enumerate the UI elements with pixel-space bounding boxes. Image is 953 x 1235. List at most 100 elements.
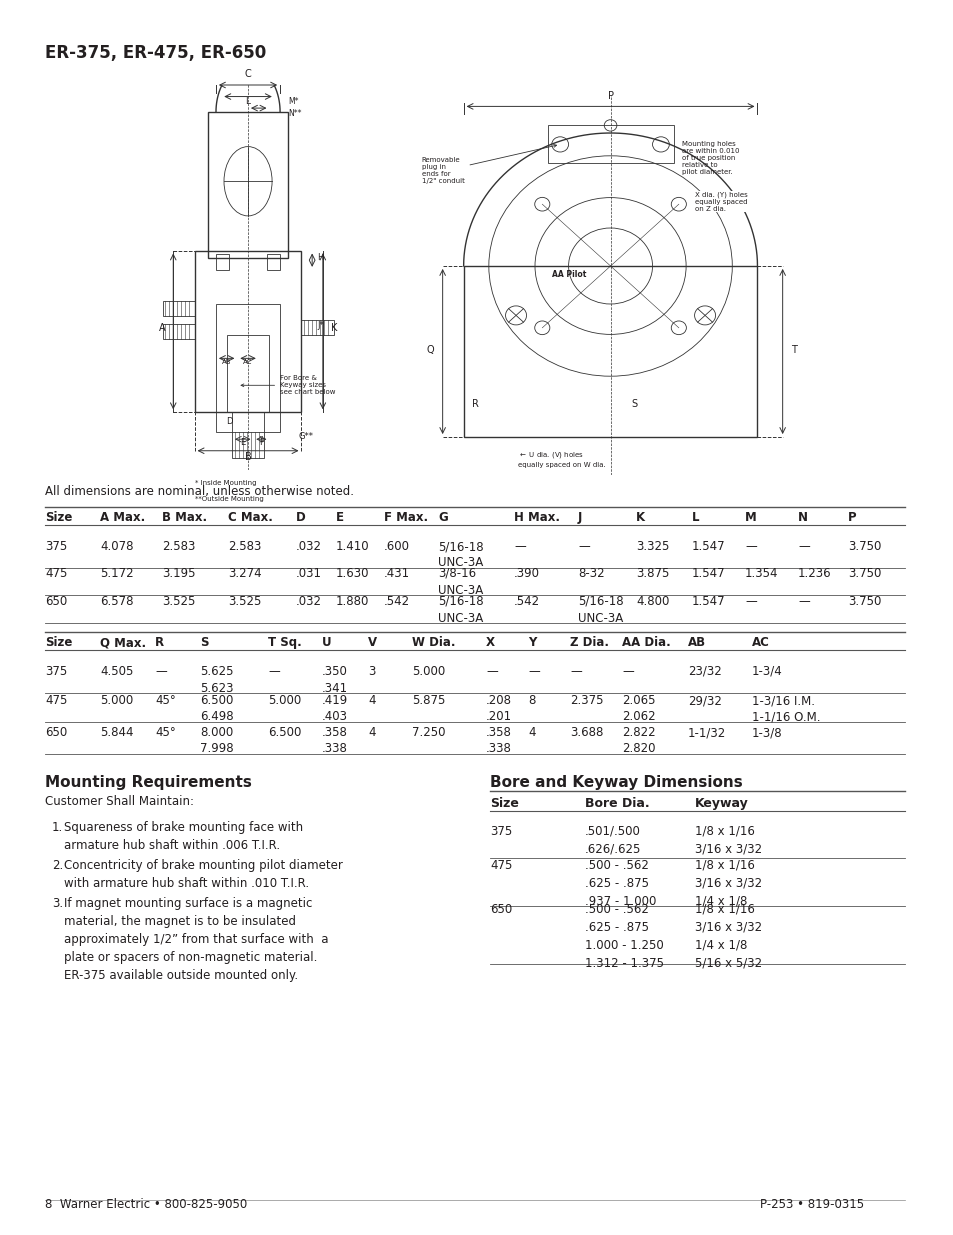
Text: Q Max.: Q Max.: [100, 636, 146, 650]
Text: 4.800: 4.800: [636, 595, 669, 608]
Text: E: E: [240, 438, 245, 447]
Text: R: R: [472, 399, 478, 409]
Bar: [194, 251, 301, 412]
Text: 1-3/16 I.M.
1-1/16 O.M.: 1-3/16 I.M. 1-1/16 O.M.: [751, 694, 820, 724]
Text: 650: 650: [45, 595, 67, 608]
Text: Removable
plug in
ends for
1/2" conduit: Removable plug in ends for 1/2" conduit: [421, 144, 556, 184]
Text: Z Dia.: Z Dia.: [569, 636, 608, 650]
Text: 1.547: 1.547: [691, 567, 725, 580]
Text: 650: 650: [45, 726, 67, 739]
Text: 3.525: 3.525: [228, 595, 261, 608]
Text: 1/8 x 1/16
3/16 x 3/32: 1/8 x 1/16 3/16 x 3/32: [695, 825, 761, 856]
Text: —: —: [578, 540, 589, 553]
Text: .419
.403: .419 .403: [322, 694, 348, 724]
Text: 6.500
6.498: 6.500 6.498: [200, 694, 233, 724]
Text: 2.375: 2.375: [569, 694, 603, 706]
Text: 2.: 2.: [52, 860, 63, 872]
Text: L: L: [245, 98, 251, 106]
Text: 3.750: 3.750: [847, 595, 881, 608]
Text: .358
.338: .358 .338: [485, 726, 512, 756]
Text: 2.583: 2.583: [228, 540, 261, 553]
Text: 1.: 1.: [52, 821, 63, 834]
Text: Bore Dia.: Bore Dia.: [584, 797, 649, 810]
Text: X dia. (Y) holes
equally spaced
on Z dia.: X dia. (Y) holes equally spaced on Z dia…: [694, 191, 746, 211]
Text: .501/.500
.626/.625: .501/.500 .626/.625: [584, 825, 640, 856]
Text: 6.578: 6.578: [100, 595, 133, 608]
Text: 375: 375: [45, 664, 67, 678]
Text: 1.630: 1.630: [335, 567, 369, 580]
Bar: [215, 412, 280, 431]
Text: —: —: [569, 664, 581, 678]
Text: M*: M*: [288, 98, 298, 106]
Bar: [162, 300, 194, 316]
Text: 5.875: 5.875: [412, 694, 445, 706]
Text: .032: .032: [295, 540, 322, 553]
Text: AA Dia.: AA Dia.: [621, 636, 670, 650]
Text: 650: 650: [490, 903, 512, 916]
Text: D: D: [226, 416, 233, 426]
Text: 7.250: 7.250: [412, 726, 445, 739]
Text: 5.625
5.623: 5.625 5.623: [200, 664, 233, 694]
Text: 8-32: 8-32: [578, 567, 604, 580]
Bar: [267, 254, 280, 269]
Text: P-253 • 819-0315: P-253 • 819-0315: [760, 1198, 863, 1212]
Text: —: —: [485, 664, 497, 678]
Text: —: —: [514, 540, 525, 553]
Text: 475: 475: [45, 694, 68, 706]
Text: P: P: [607, 91, 613, 101]
Text: U: U: [322, 636, 332, 650]
Text: 5.000: 5.000: [268, 694, 301, 706]
Text: R: R: [154, 636, 164, 650]
Text: 3.688: 3.688: [569, 726, 602, 739]
Text: V: V: [368, 636, 376, 650]
Text: 1-3/8: 1-3/8: [751, 726, 781, 739]
Text: AB: AB: [222, 359, 232, 366]
Text: 1.354: 1.354: [744, 567, 778, 580]
Text: .031: .031: [295, 567, 322, 580]
Text: .358
.338: .358 .338: [322, 726, 348, 756]
Text: equally spaced on W dia.: equally spaced on W dia.: [517, 462, 605, 468]
Text: 5/16-18
UNC-3A: 5/16-18 UNC-3A: [578, 595, 623, 625]
Text: 4: 4: [368, 726, 375, 739]
Text: F: F: [258, 438, 264, 447]
Text: S: S: [631, 399, 637, 409]
Text: A Max.: A Max.: [100, 511, 145, 524]
Text: S: S: [200, 636, 209, 650]
Text: 5.000: 5.000: [412, 664, 445, 678]
Text: .350
.341: .350 .341: [322, 664, 348, 694]
Text: .032: .032: [295, 595, 322, 608]
Text: .542: .542: [384, 595, 410, 608]
Text: 8  Warner Electric • 800-825-9050: 8 Warner Electric • 800-825-9050: [45, 1198, 247, 1212]
Text: .600: .600: [384, 540, 410, 553]
Text: 3.274: 3.274: [228, 567, 261, 580]
Text: N: N: [797, 511, 807, 524]
Text: AA Pilot: AA Pilot: [551, 270, 585, 279]
Text: 29/32: 29/32: [687, 694, 721, 706]
Text: **Outside Mounting: **Outside Mounting: [194, 495, 263, 501]
Text: N**: N**: [288, 109, 301, 117]
Text: Customer Shall Maintain:: Customer Shall Maintain:: [45, 795, 193, 808]
Text: Squareness of brake mounting face with
armature hub shaft within .006 T.I.R.: Squareness of brake mounting face with a…: [64, 821, 303, 852]
Text: 8.000
7.998: 8.000 7.998: [200, 726, 233, 756]
Bar: [215, 254, 229, 269]
Text: Mounting holes
are within 0.010
of true position
relative to
pilot diameter.: Mounting holes are within 0.010 of true …: [681, 141, 739, 174]
Text: Concentricity of brake mounting pilot diameter
with armature hub shaft within .0: Concentricity of brake mounting pilot di…: [64, 860, 342, 890]
Text: —: —: [744, 540, 756, 553]
Text: —: —: [154, 664, 167, 678]
Text: Q: Q: [426, 346, 434, 356]
Text: 3.525: 3.525: [162, 595, 195, 608]
Bar: [162, 324, 194, 340]
Text: G: G: [437, 511, 447, 524]
Text: 5/16-18
UNC-3A: 5/16-18 UNC-3A: [437, 540, 483, 569]
Text: 2.065
2.062: 2.065 2.062: [621, 694, 655, 724]
Text: 4: 4: [368, 694, 375, 706]
Text: K: K: [636, 511, 644, 524]
Text: 5.172: 5.172: [100, 567, 133, 580]
Text: 1.880: 1.880: [335, 595, 369, 608]
Text: C: C: [244, 69, 252, 79]
Text: L: L: [691, 511, 699, 524]
Text: 4: 4: [527, 726, 535, 739]
Text: 1-3/4: 1-3/4: [751, 664, 781, 678]
Text: .390: .390: [514, 567, 539, 580]
Text: If magnet mounting surface is a magnetic
material, the magnet is to be insulated: If magnet mounting surface is a magnetic…: [64, 897, 328, 982]
